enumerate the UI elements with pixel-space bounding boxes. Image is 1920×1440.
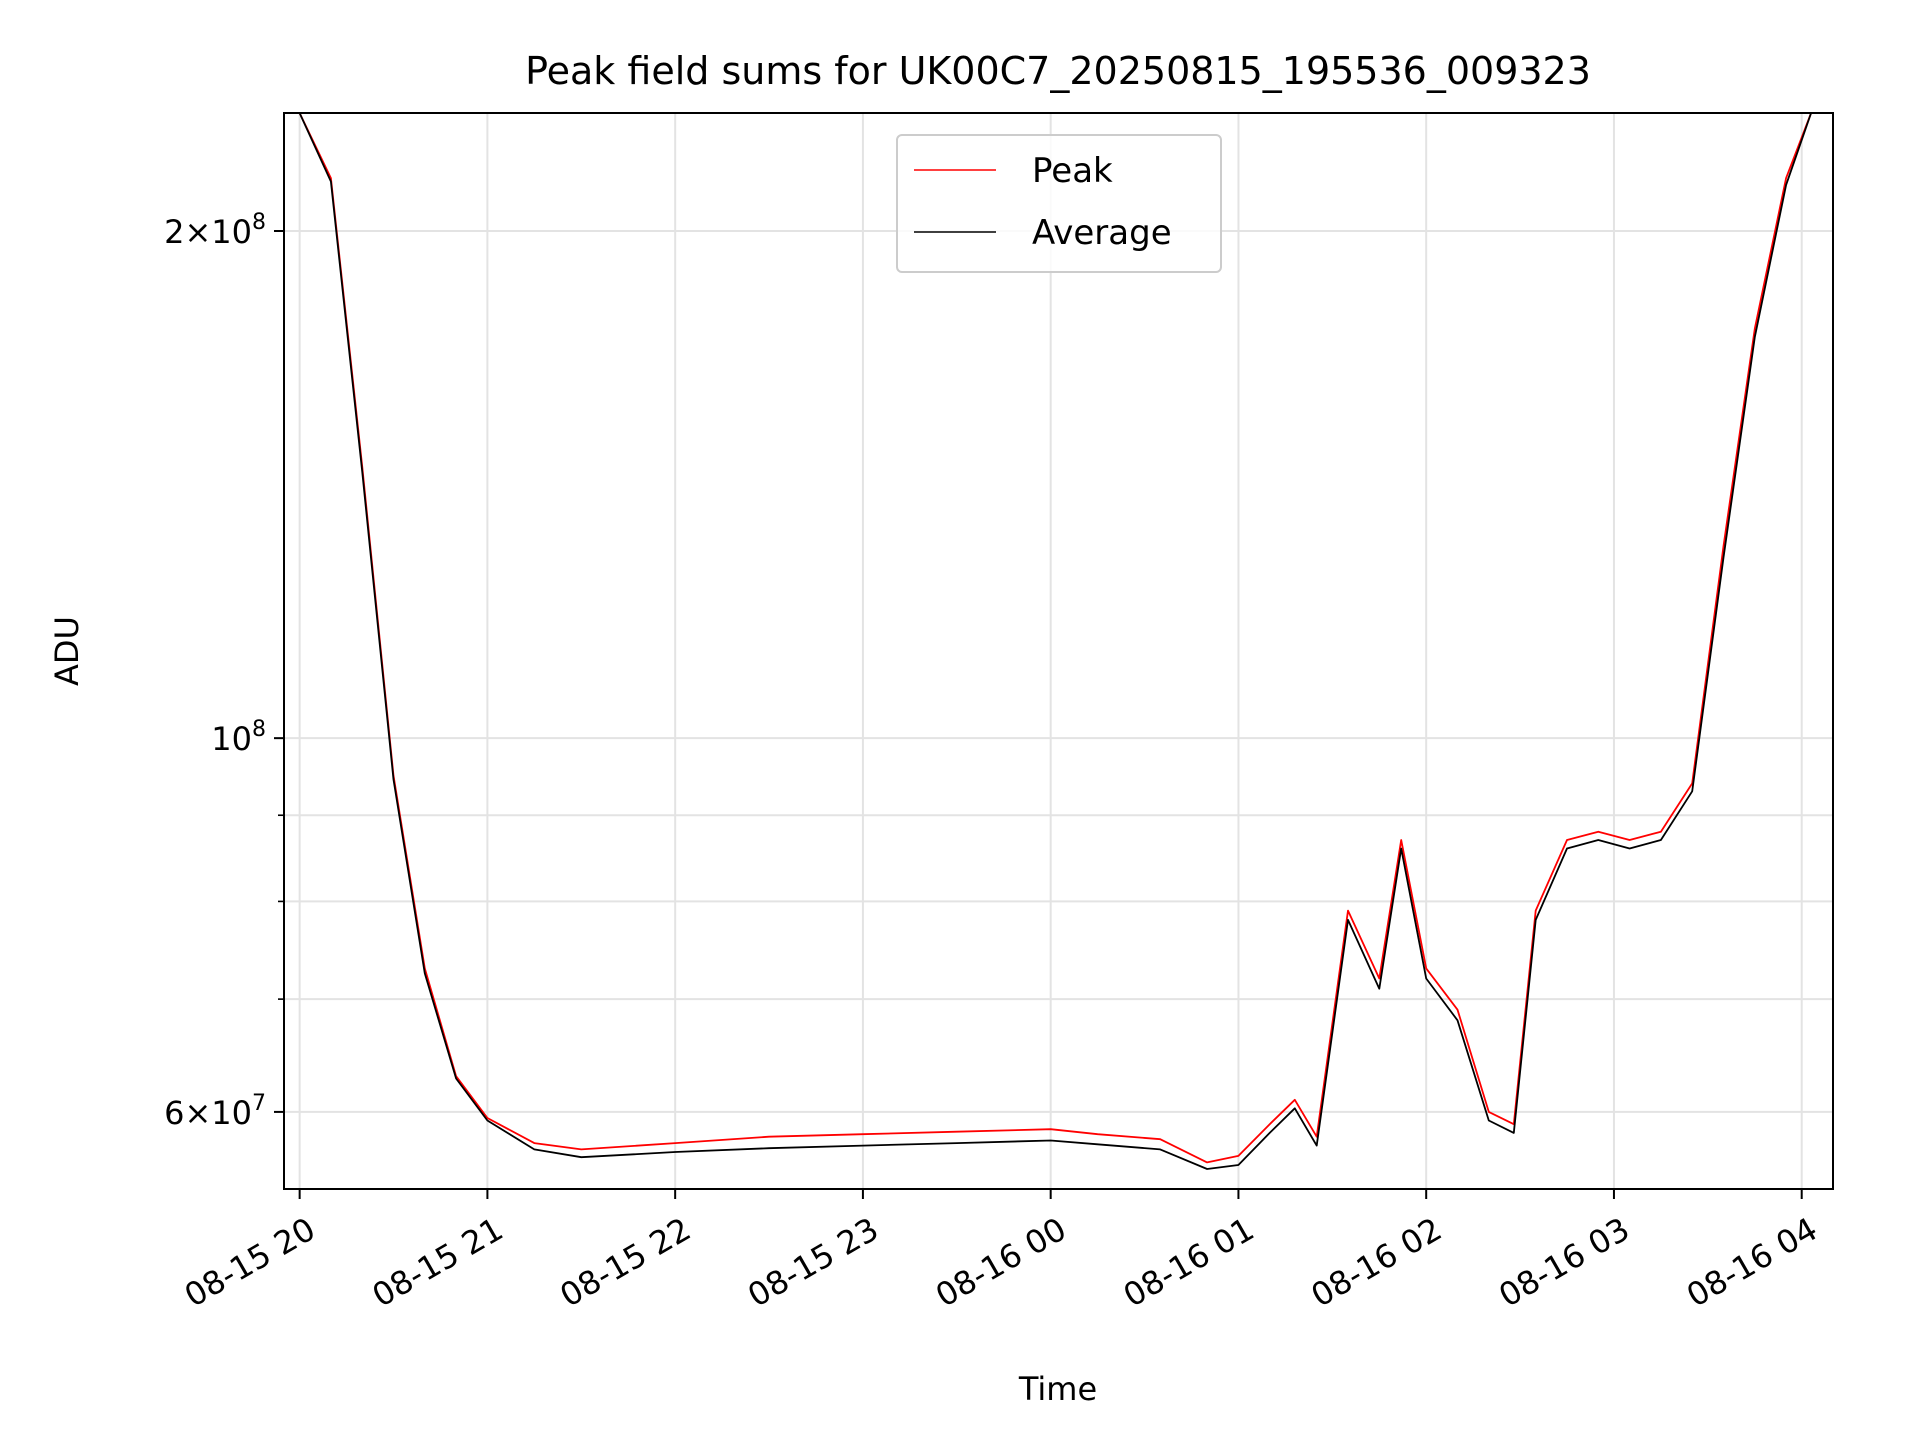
chart-title: Peak field sums for UK00C7_20250815_1955… <box>525 49 1591 93</box>
legend-peak-label: Peak <box>1032 151 1113 191</box>
series-line-peak <box>284 112 1812 1164</box>
y-tick-label: 108 <box>211 717 266 758</box>
series-layer <box>284 112 1812 1170</box>
y-axis-label: ADU <box>48 616 86 686</box>
legend-average-label: Average <box>1032 213 1172 253</box>
plot-frame <box>283 112 1834 1190</box>
legend: Peak Average <box>896 134 1222 273</box>
y-tick-label: 2×108 <box>164 210 266 251</box>
y-tick-label: 6×107 <box>164 1091 266 1132</box>
x-axis-label: Time <box>1018 1370 1097 1408</box>
y-axis: 6×107 108 2×108 <box>164 210 284 1132</box>
series-line-average <box>284 112 1812 1170</box>
